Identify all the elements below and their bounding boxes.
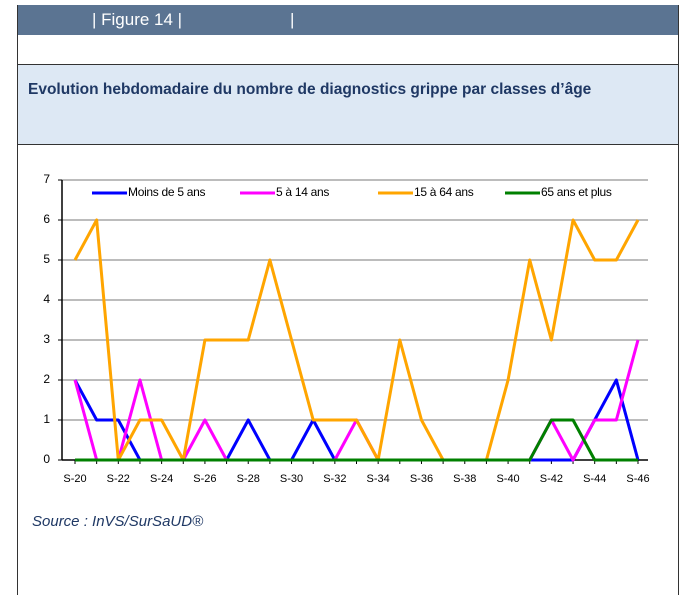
- y-tick-label: 3: [43, 332, 50, 346]
- series-line: [75, 418, 638, 462]
- legend-label: 15 à 64 ans: [414, 185, 474, 199]
- x-tick-label: S-22: [107, 473, 130, 485]
- x-tick-label: S-20: [63, 473, 86, 485]
- y-tick-label: 0: [43, 452, 50, 466]
- y-tick-label: 5: [43, 252, 50, 266]
- x-tick-label: S-46: [626, 473, 649, 485]
- chart-title: Evolution hebdomadaire du nombre de diag…: [28, 81, 592, 98]
- y-tick-label: 1: [43, 412, 50, 426]
- legend-label: 65 ans et plus: [541, 185, 612, 199]
- figure-label: | Figure 14 |: [92, 10, 183, 29]
- x-tick-label: S-32: [323, 473, 346, 485]
- x-tick-label: S-38: [453, 473, 476, 485]
- x-tick-label: S-24: [150, 473, 173, 485]
- series-line: [73, 218, 640, 462]
- frame: | Figure 14 | | Evolution hebdomadaire d…: [17, 5, 679, 595]
- spacer: [18, 35, 678, 65]
- x-tick-label: S-30: [280, 473, 303, 485]
- y-tick-label: 2: [43, 372, 50, 386]
- y-tick-label: 7: [43, 172, 50, 186]
- title-band: Evolution hebdomadaire du nombre de diag…: [18, 65, 678, 145]
- series-line: [73, 339, 640, 462]
- x-tick-label: S-26: [193, 473, 216, 485]
- x-tick-label: S-42: [540, 473, 563, 485]
- x-tick-label: S-44: [583, 473, 606, 485]
- y-tick-label: 4: [43, 292, 50, 306]
- x-tick-label: S-28: [237, 473, 260, 485]
- source: Source : InVS/SurSaUD®: [32, 513, 204, 530]
- header-bar: | Figure 14 | |: [18, 5, 678, 35]
- x-tick-label: S-36: [410, 473, 433, 485]
- separator: |: [290, 10, 295, 29]
- x-tick-label: S-34: [367, 473, 390, 485]
- y-tick-label: 6: [43, 212, 50, 226]
- legend-label: Moins de 5 ans: [128, 185, 205, 199]
- x-tick-label: S-40: [496, 473, 519, 485]
- legend-label: 5 à 14 ans: [276, 185, 329, 199]
